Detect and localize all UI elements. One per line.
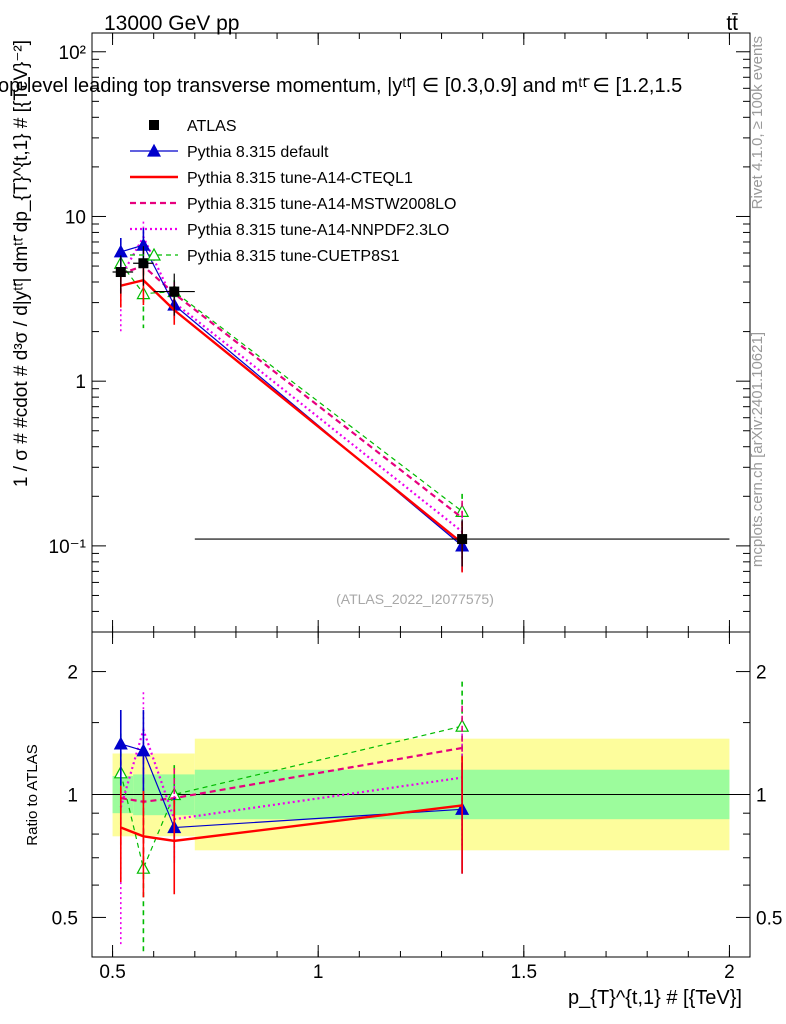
x-tick-label: 2 (724, 962, 735, 983)
legend-item-mstw: Pythia 8.315 tune-A14-MSTW2008LO (130, 196, 456, 213)
ratio-line (120, 804, 463, 843)
y-tick-label-ratio-right: 0.5 (756, 908, 782, 929)
x-tick-label: 1.5 (511, 962, 537, 983)
y-tick-label-ratio: 0.5 (52, 908, 78, 929)
legend-item-cteql1: Pythia 8.315 tune-A14-CTEQL1 (130, 170, 413, 187)
series-line (120, 264, 463, 519)
ratio-series (113, 681, 470, 953)
series-cteql1 (119, 261, 463, 573)
y-axis-label-main: 1 / σ # #cdot # d³σ / d|yᵗᵗ̄| dmᵗᵗ̄ dp_{… (11, 40, 32, 487)
legend-marker (146, 143, 162, 157)
y-axis-label-ratio: Ratio to ATLAS (24, 744, 41, 845)
data-point (115, 267, 126, 278)
ratio-line (120, 746, 463, 803)
legend-item-nnpdf: Pythia 8.315 tune-A14-NNPDF2.3LO (130, 222, 449, 239)
series-line (120, 278, 463, 545)
main-series (112, 221, 730, 573)
ratio-point (136, 743, 151, 757)
data-point (457, 534, 468, 545)
legend: ATLAS Pythia 8.315 default Pythia 8.315 tu… (130, 118, 456, 265)
legend-item-atlas: ATLAS (149, 118, 237, 135)
legend-label: Pythia 8.315 tune-A14-NNPDF2.3LO (187, 222, 449, 239)
y-tick-label-ratio: 2 (67, 663, 78, 684)
series-cuetp8s1 (113, 247, 470, 535)
series-nnpdf (119, 221, 463, 561)
legend-label: Pythia 8.315 tune-CUETP8S1 (187, 248, 400, 265)
legend-item-cuetp8s1: Pythia 8.315 tune-CUETP8S1 (130, 247, 400, 265)
x-axis-label: p_{T}^{t,1} # [{TeV}] (568, 987, 742, 1009)
ratio-line (120, 743, 463, 829)
legend-label: Pythia 8.315 default (187, 144, 329, 161)
data-point (169, 286, 180, 297)
analysis-watermark: (ATLAS_2022_I2077575) (336, 591, 494, 607)
y-tick-label-main: 10⁻¹ (49, 537, 87, 558)
rivet-label: Rivet 4.1.0, ≥ 100k events (749, 36, 766, 209)
axes: 0.5 1 1.5 2 10⁻¹ 1 10 10² 0.5 0.5 1 1 2 2 (49, 33, 782, 983)
ratio-series-cteql1 (119, 756, 463, 898)
ratio-line (119, 726, 463, 821)
legend-marker (149, 120, 159, 130)
series-line (120, 262, 463, 512)
legend-marker (146, 247, 162, 261)
data-point (113, 244, 128, 258)
series-atlas (112, 246, 730, 567)
y-tick-label-main: 1 (75, 372, 86, 393)
ratio-point (113, 736, 128, 750)
legend-label: Pythia 8.315 tune-A14-MSTW2008LO (187, 196, 456, 213)
mcplots-label: mcplots.cern.ch [arXiv:2401.10621] (749, 332, 766, 567)
x-tick-label: 1 (313, 962, 324, 983)
y-tick-label-main: 10² (59, 43, 86, 64)
data-point (138, 258, 149, 269)
energy-label: 13000 GeV pp (104, 12, 239, 35)
process-label: tt̄ (726, 12, 738, 35)
series-line (119, 234, 463, 533)
series-default (113, 228, 470, 572)
y-tick-label-ratio-right: 1 (756, 786, 767, 807)
y-tick-label-ratio-right: 2 (756, 663, 767, 684)
legend-item-default: Pythia 8.315 default (130, 143, 329, 161)
plot-title: Top-level leading top transverse momentu… (0, 75, 682, 97)
legend-label: ATLAS (187, 118, 237, 135)
y-tick-label-main: 10 (65, 207, 86, 228)
x-tick-label: 0.5 (99, 962, 125, 983)
ratio-line (120, 725, 463, 871)
legend-label: Pythia 8.315 tune-A14-CTEQL1 (187, 170, 413, 187)
y-tick-label-ratio: 1 (67, 786, 78, 807)
